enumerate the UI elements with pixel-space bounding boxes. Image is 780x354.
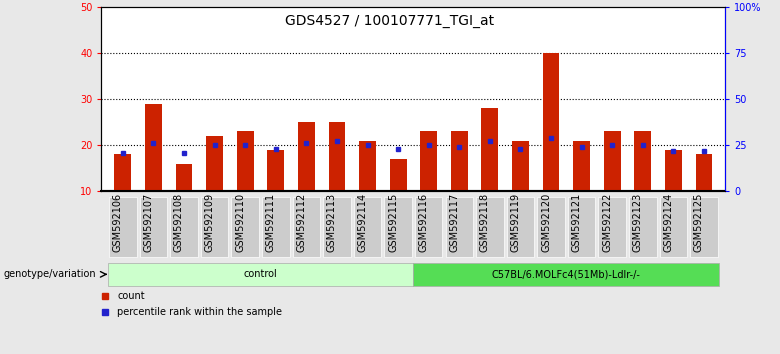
Text: percentile rank within the sample: percentile rank within the sample <box>117 307 282 317</box>
FancyBboxPatch shape <box>323 197 351 257</box>
Text: genotype/variation: genotype/variation <box>4 269 97 279</box>
FancyBboxPatch shape <box>445 197 473 257</box>
Bar <box>543 53 559 191</box>
Bar <box>451 131 468 191</box>
FancyBboxPatch shape <box>413 263 719 285</box>
Text: GSM592124: GSM592124 <box>664 193 673 252</box>
FancyBboxPatch shape <box>109 197 136 257</box>
FancyBboxPatch shape <box>354 197 381 257</box>
Text: GSM592116: GSM592116 <box>419 193 429 252</box>
Text: GSM592107: GSM592107 <box>144 193 154 252</box>
Text: GSM592118: GSM592118 <box>480 193 490 252</box>
Bar <box>206 136 223 191</box>
Bar <box>512 141 529 191</box>
Bar <box>359 141 376 191</box>
Bar <box>420 131 437 191</box>
Bar <box>573 141 590 191</box>
Bar <box>237 131 254 191</box>
Text: GSM592110: GSM592110 <box>235 193 245 252</box>
Text: GSM592117: GSM592117 <box>449 193 459 252</box>
Text: GSM592111: GSM592111 <box>266 193 276 252</box>
FancyBboxPatch shape <box>537 197 565 257</box>
Bar <box>115 154 131 191</box>
Bar <box>268 150 284 191</box>
Text: GSM592119: GSM592119 <box>510 193 520 252</box>
Bar <box>298 122 315 191</box>
Text: control: control <box>243 269 278 279</box>
FancyBboxPatch shape <box>140 197 167 257</box>
Text: GSM592122: GSM592122 <box>602 193 612 252</box>
Bar <box>176 164 193 191</box>
Text: GSM592120: GSM592120 <box>541 193 551 252</box>
Text: GSM592123: GSM592123 <box>633 193 643 252</box>
FancyBboxPatch shape <box>690 197 718 257</box>
FancyBboxPatch shape <box>476 197 504 257</box>
Text: count: count <box>117 291 144 301</box>
Text: GSM592109: GSM592109 <box>204 193 215 252</box>
Text: C57BL/6.MOLFc4(51Mb)-Ldlr-/-: C57BL/6.MOLFc4(51Mb)-Ldlr-/- <box>492 269 641 279</box>
Text: GSM592114: GSM592114 <box>357 193 367 252</box>
FancyBboxPatch shape <box>507 197 534 257</box>
Bar <box>634 131 651 191</box>
FancyBboxPatch shape <box>108 263 413 285</box>
Bar <box>481 108 498 191</box>
Text: GDS4527 / 100107771_TGI_at: GDS4527 / 100107771_TGI_at <box>285 14 495 28</box>
Text: GSM592112: GSM592112 <box>296 193 307 252</box>
Bar <box>665 150 682 191</box>
FancyBboxPatch shape <box>200 197 229 257</box>
Text: GSM592125: GSM592125 <box>694 193 704 252</box>
FancyBboxPatch shape <box>170 197 198 257</box>
FancyBboxPatch shape <box>292 197 320 257</box>
Text: GSM592108: GSM592108 <box>174 193 184 252</box>
Text: GSM592113: GSM592113 <box>327 193 337 252</box>
Bar <box>390 159 406 191</box>
FancyBboxPatch shape <box>385 197 412 257</box>
Text: GSM592115: GSM592115 <box>388 193 398 252</box>
FancyBboxPatch shape <box>629 197 657 257</box>
Bar <box>696 154 712 191</box>
FancyBboxPatch shape <box>598 197 626 257</box>
FancyBboxPatch shape <box>415 197 442 257</box>
Bar <box>145 104 161 191</box>
Text: GSM592121: GSM592121 <box>572 193 582 252</box>
Text: GSM592106: GSM592106 <box>113 193 122 252</box>
Bar <box>328 122 346 191</box>
FancyBboxPatch shape <box>232 197 259 257</box>
FancyBboxPatch shape <box>262 197 289 257</box>
FancyBboxPatch shape <box>568 197 595 257</box>
FancyBboxPatch shape <box>660 197 687 257</box>
Bar <box>604 131 621 191</box>
